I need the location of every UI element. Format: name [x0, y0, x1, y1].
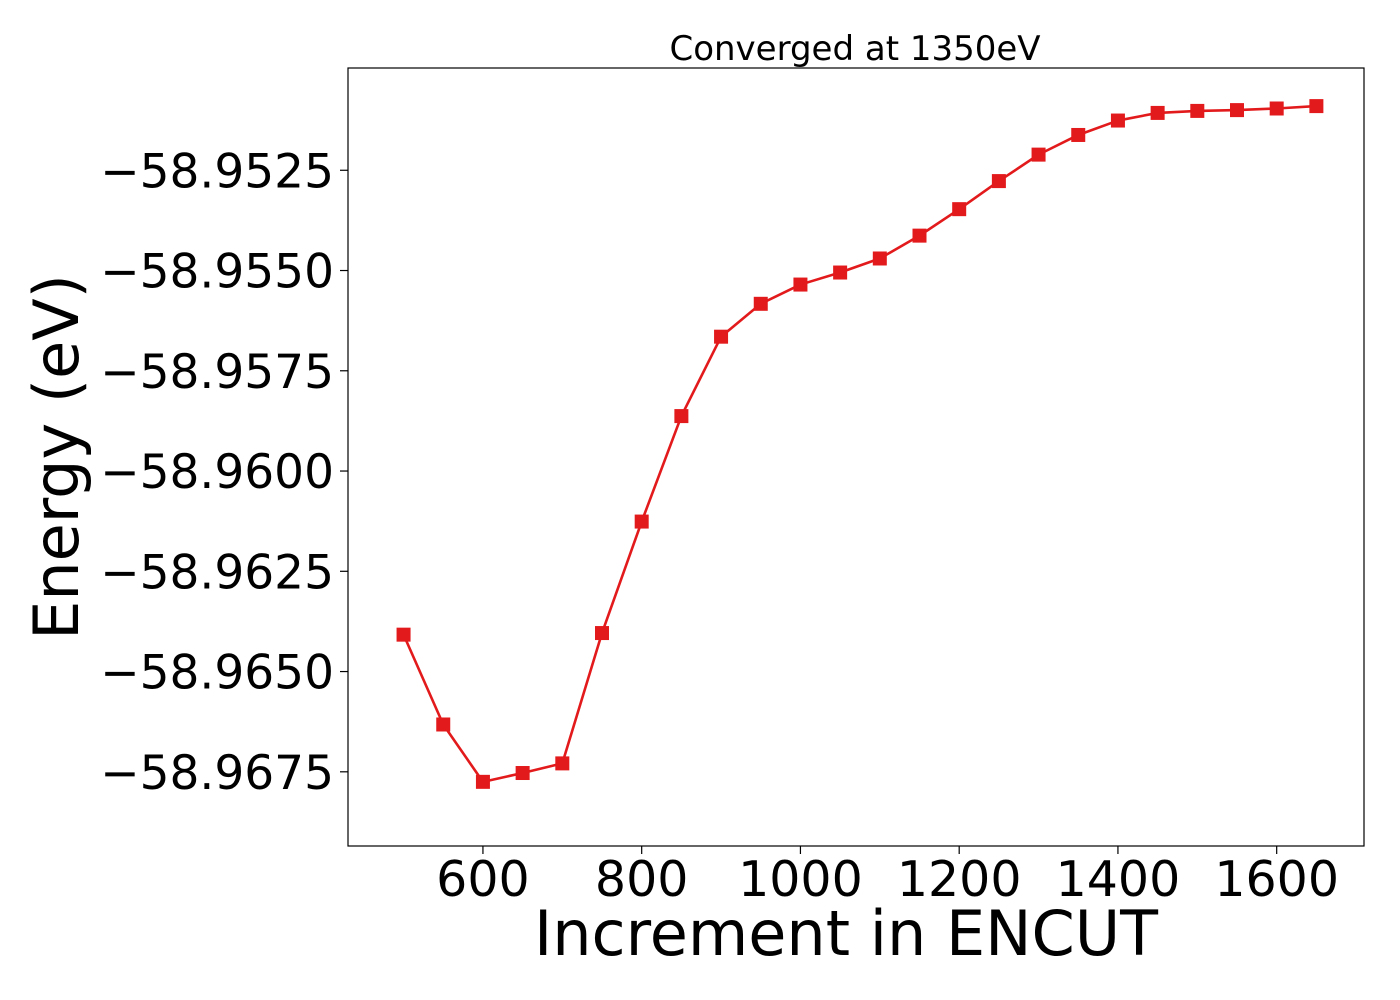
y-axis-label: Energy (eV) — [20, 274, 93, 640]
y-tick-label: −58.9600 — [100, 445, 334, 500]
data-point — [1190, 103, 1205, 118]
y-tick-label: −58.9550 — [100, 245, 334, 300]
data-point — [674, 409, 689, 424]
data-point — [833, 265, 848, 280]
data-point — [1071, 127, 1086, 142]
series-markers — [396, 99, 1324, 789]
data-point — [1150, 105, 1165, 120]
data-point — [515, 766, 530, 781]
y-tick-label: −58.9525 — [100, 144, 334, 199]
x-tick-label: 1000 — [738, 851, 863, 908]
data-point — [436, 717, 451, 732]
data-point — [555, 756, 570, 771]
x-axis-label: Increment in ENCUT — [534, 897, 1159, 970]
data-point — [595, 626, 609, 641]
y-axis: −58.9675 −58.9650 −58.9625 −58.9600 −58.9575… — [100, 144, 348, 801]
data-point — [991, 174, 1006, 189]
data-point — [912, 228, 927, 243]
y-tick-label: −58.9575 — [100, 345, 334, 400]
chart-title: Converged at 1350eV — [669, 29, 1040, 69]
data-point — [793, 277, 808, 292]
data-point — [1269, 101, 1284, 116]
plot-frame — [347, 67, 1365, 847]
data-point — [1309, 99, 1324, 114]
data-point — [714, 329, 729, 344]
data-point — [1110, 113, 1125, 128]
x-axis: 600 800 1000 1200 1400 1600 — [436, 846, 1339, 908]
data-point — [952, 202, 967, 217]
data-point — [475, 774, 490, 789]
data-point — [1031, 147, 1046, 162]
x-tick-label: 1600 — [1214, 851, 1339, 908]
x-tick-label: 1200 — [897, 851, 1022, 908]
x-tick-label: 600 — [436, 851, 530, 908]
data-point — [634, 514, 649, 529]
data-point — [753, 296, 768, 311]
y-tick-label: −58.9625 — [100, 545, 334, 600]
data-point — [1230, 103, 1244, 118]
data-point — [396, 627, 411, 642]
series-line — [402, 104, 1317, 784]
y-tick-label: −58.9650 — [100, 646, 334, 701]
data-point — [872, 251, 887, 266]
y-tick-label: −58.9675 — [100, 746, 334, 801]
x-tick-label: 1400 — [1056, 851, 1181, 908]
x-tick-label: 800 — [595, 851, 689, 908]
